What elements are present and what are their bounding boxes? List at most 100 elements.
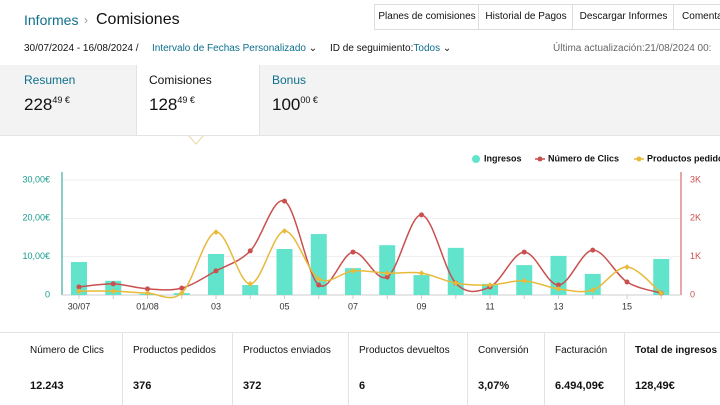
point — [384, 270, 391, 276]
date-range: 30/07/2024 - 16/08/2024 / — [24, 43, 139, 54]
amount-fraction: 49 € — [52, 95, 70, 105]
tab-label: Bonus — [272, 73, 307, 87]
point — [556, 282, 561, 288]
summary-cell: Facturación 6.494,09€ — [544, 333, 625, 405]
point — [316, 282, 322, 288]
point — [110, 288, 117, 294]
point — [589, 287, 596, 293]
summary-value: 3,07% — [478, 380, 510, 392]
summary-value: 372 — [243, 380, 262, 392]
bar — [653, 258, 670, 295]
summary-cell: Productos devueltos 6 — [348, 333, 468, 405]
summary-header: Total de ingresos — [635, 345, 718, 356]
point — [521, 277, 528, 284]
tracking-filter[interactable]: ID de seguimiento:Todos ⌄ — [330, 43, 451, 54]
point — [384, 274, 390, 280]
point — [418, 270, 425, 276]
header-button[interactable]: Planes de comisiones — [374, 4, 480, 30]
amount-fraction: 49 € — [177, 95, 195, 105]
legend-marker[interactable] — [636, 156, 642, 162]
divider — [0, 332, 720, 333]
bar — [379, 245, 396, 295]
tracking-value[interactable]: Todos — [413, 43, 441, 54]
tab[interactable]: Resumen 22849 € — [12, 65, 134, 135]
summary-header: Productos devueltos — [359, 345, 450, 356]
bar — [208, 253, 224, 295]
tabs: Resumen 22849 € Comisiones 12849 € Bonus 1000… — [0, 65, 720, 136]
point — [350, 268, 356, 274]
point — [76, 284, 82, 290]
tracking-label: ID de seguimiento: — [330, 43, 414, 54]
summary-value: 376 — [133, 380, 152, 392]
header-button[interactable]: Historial de Pagos — [478, 4, 574, 30]
y2-tick-label: 3K — [690, 174, 701, 184]
point — [110, 281, 116, 287]
summary-cell: Número de Clics 12.243 — [20, 333, 122, 405]
tab-pointer — [186, 134, 206, 145]
point — [624, 279, 630, 285]
summary-value: 12.243 — [30, 380, 64, 392]
point — [213, 268, 219, 274]
breadcrumb[interactable]: Informes — [24, 12, 79, 28]
point — [145, 286, 150, 292]
legend-marker[interactable] — [537, 156, 543, 162]
x-tick-label: 30/07 — [68, 301, 91, 311]
point — [213, 229, 219, 235]
point — [281, 228, 288, 234]
tab-label: Comisiones — [149, 73, 212, 87]
legend-label[interactable]: Número de Clics — [548, 153, 619, 163]
header-button[interactable]: Descargar Informes — [572, 4, 675, 30]
legend-label[interactable]: Productos pedidos — [647, 153, 720, 163]
bar — [242, 285, 259, 295]
point — [247, 248, 253, 254]
summary-header: Productos pedidos — [133, 345, 216, 356]
y2-tick-label: 1K — [690, 251, 701, 261]
y-tick-label: 20,00€ — [22, 213, 50, 223]
summary-value: 6 — [359, 380, 366, 392]
y-tick-label: 10,00€ — [22, 251, 50, 261]
summary-header: Facturación — [555, 345, 608, 356]
tab-amount: 22849 € — [24, 95, 70, 115]
x-tick-label: 15 — [622, 301, 632, 311]
legend-marker[interactable] — [472, 155, 480, 163]
header-button[interactable]: Comentar — [673, 4, 720, 30]
page-title: Comisiones — [96, 11, 180, 28]
point — [350, 249, 356, 255]
y-tick-label: 30,00€ — [22, 174, 50, 184]
point — [487, 282, 493, 288]
tab-amount: 10000 € — [272, 95, 318, 115]
x-tick-label: 13 — [553, 301, 563, 311]
point — [178, 290, 185, 296]
point — [144, 290, 151, 296]
y2-tick-label: 0 — [690, 289, 695, 299]
chevron: ⌄ — [442, 43, 452, 54]
bar — [413, 275, 430, 295]
chevron: ⌄ — [308, 43, 318, 54]
point — [419, 212, 424, 218]
separator: › — [84, 13, 88, 27]
y2-tick-label: 2K — [690, 213, 701, 223]
point — [521, 249, 527, 255]
summary-value: 128,49€ — [635, 380, 675, 392]
amount-whole: 128 — [149, 95, 178, 114]
tab[interactable]: Bonus 10000 € — [260, 65, 382, 135]
tab[interactable]: Comisiones 12849 € — [136, 65, 260, 135]
summary-cell: Productos enviados 372 — [232, 333, 349, 405]
y-tick-label: 0 — [45, 289, 50, 299]
range-type[interactable]: Intervalo de Fechas Personalizado — [152, 43, 306, 54]
summary-cell: Conversión 3,07% — [467, 333, 545, 405]
amount-whole: 100 — [272, 95, 301, 114]
amount-fraction: 00 € — [300, 95, 318, 105]
amount-whole: 228 — [24, 95, 53, 114]
range-dropdown[interactable]: Intervalo de Fechas Personalizado ⌄ — [152, 43, 317, 54]
point — [315, 276, 322, 282]
point — [247, 281, 254, 287]
legend-label[interactable]: Ingresos — [484, 153, 522, 163]
x-tick-label: 09 — [416, 301, 426, 311]
point — [76, 288, 82, 294]
summary-header: Número de Clics — [30, 345, 104, 356]
summary-value: 6.494,09€ — [555, 380, 604, 392]
point — [179, 285, 185, 291]
